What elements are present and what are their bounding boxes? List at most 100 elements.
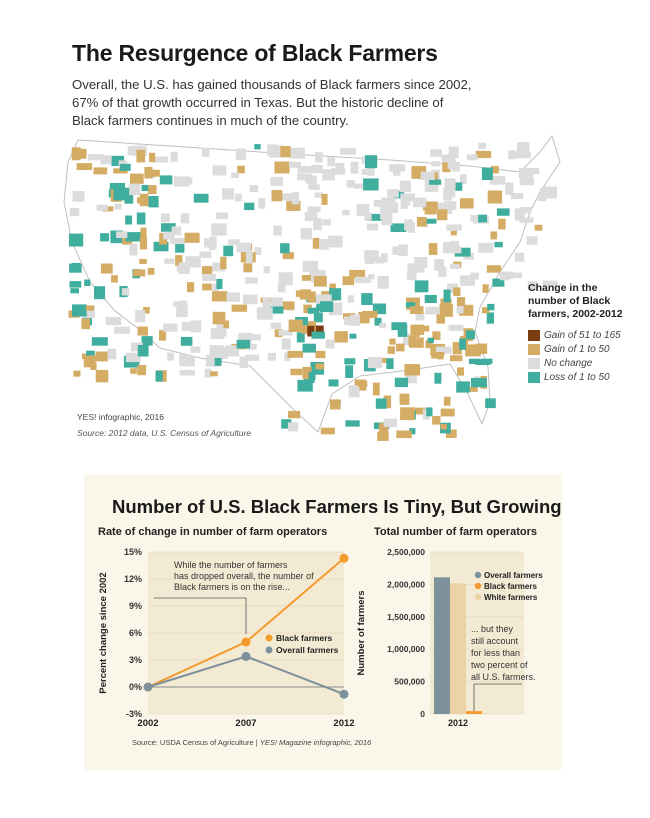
county-cell — [404, 219, 413, 231]
data-point — [339, 553, 349, 563]
county-cell — [440, 424, 447, 430]
county-cell — [199, 251, 212, 258]
county-cell — [307, 325, 315, 337]
county-cell — [327, 157, 335, 167]
county-cell — [262, 297, 271, 308]
county-cell — [429, 179, 442, 185]
county-cell — [388, 202, 399, 213]
county-cell — [270, 176, 283, 186]
county-cell — [361, 293, 373, 305]
county-cell — [254, 144, 261, 150]
county-cell — [345, 365, 354, 378]
county-cell — [163, 323, 178, 332]
county-cell — [367, 357, 383, 369]
county-cell — [448, 324, 464, 331]
county-cell — [347, 295, 354, 303]
county-cell — [202, 283, 212, 291]
data-point — [241, 637, 251, 647]
bar-legend-label: Overall farmers — [484, 571, 543, 580]
line-y-tick: 3% — [129, 655, 142, 665]
county-cell — [147, 267, 155, 275]
county-cell — [212, 311, 226, 325]
map-credit: YES! infographic, 2016 — [77, 412, 164, 422]
county-cell — [519, 217, 534, 223]
county-cell — [460, 275, 475, 286]
line-x-tick: 2002 — [137, 718, 158, 729]
legend-item-gain-large: Gain of 51 to 165 — [528, 329, 638, 342]
legend-label: Gain of 1 to 50 — [544, 344, 610, 355]
county-cell — [449, 188, 456, 198]
county-cell — [475, 359, 491, 365]
county-cell — [167, 352, 174, 361]
county-cell — [69, 263, 82, 273]
bar-y-tick: 1,000,000 — [387, 644, 425, 654]
county-cell — [425, 306, 440, 315]
county-cell — [116, 231, 128, 238]
county-cell — [315, 363, 325, 370]
county-cell — [414, 280, 429, 293]
county-cell — [487, 190, 503, 204]
county-cell — [178, 262, 190, 274]
county-cell — [405, 302, 416, 308]
county-cell — [284, 352, 291, 362]
county-cell — [481, 307, 490, 314]
county-cell — [437, 209, 448, 221]
county-cell — [314, 152, 323, 163]
county-cell — [243, 263, 253, 273]
county-cell — [482, 284, 489, 293]
county-cell — [432, 331, 441, 340]
county-cell — [244, 202, 255, 211]
county-cell — [144, 167, 153, 179]
county-cell — [127, 146, 134, 156]
line-y-tick: -3% — [126, 709, 142, 719]
county-cell — [316, 305, 329, 312]
county-cell — [95, 369, 109, 383]
county-cell — [361, 169, 374, 175]
bar-y-tick: 500,000 — [394, 677, 425, 687]
county-cell — [422, 201, 438, 211]
county-cell — [457, 367, 464, 376]
county-cell — [111, 275, 118, 283]
charts-svg: -3% 0% 3% 6% 9% 12% 15% Percent change since 20… — [98, 547, 543, 729]
county-cell — [485, 398, 496, 409]
bar-chart-title: Total number of farm operators — [374, 526, 537, 538]
legend-label: Gain of 51 to 165 — [544, 330, 621, 341]
county-cell — [430, 149, 442, 157]
county-cell — [505, 182, 514, 195]
county-cell — [190, 320, 202, 333]
county-cell — [470, 214, 480, 222]
bar-legend-swatch — [474, 582, 482, 590]
county-cell — [514, 208, 525, 221]
county-cell — [498, 218, 506, 230]
county-cell — [304, 211, 318, 222]
intro-text: Overall, the U.S. has gained thousands o… — [72, 77, 472, 128]
county-cell — [355, 276, 371, 284]
county-cell — [155, 370, 163, 382]
county-cell — [86, 350, 95, 358]
county-cell — [334, 331, 348, 343]
legend-item-loss: Loss of 1 to 50 — [528, 371, 638, 384]
county-cell — [288, 422, 299, 432]
county-cell — [311, 184, 320, 190]
county-cell — [396, 343, 405, 352]
county-cell — [364, 250, 379, 263]
county-cell — [446, 224, 462, 231]
map-source: Source: 2012 data, U.S. Census of Agricu… — [77, 428, 252, 438]
county-cell — [365, 155, 378, 169]
county-cell — [69, 207, 80, 217]
county-cell — [211, 223, 227, 236]
county-cell — [350, 161, 359, 174]
county-cell — [100, 233, 110, 242]
county-cell — [180, 336, 193, 346]
county-cell — [247, 343, 257, 350]
county-cell — [185, 256, 201, 268]
county-cell — [278, 272, 293, 286]
county-cell — [478, 242, 494, 253]
county-cell — [459, 198, 474, 209]
county-cell — [356, 204, 370, 216]
county-cell — [139, 237, 148, 250]
bar-y-tick: 2,000,000 — [387, 579, 425, 589]
county-cell — [433, 202, 446, 213]
county-cell — [390, 223, 407, 232]
bar-y-label: Number of farmers — [356, 591, 367, 676]
